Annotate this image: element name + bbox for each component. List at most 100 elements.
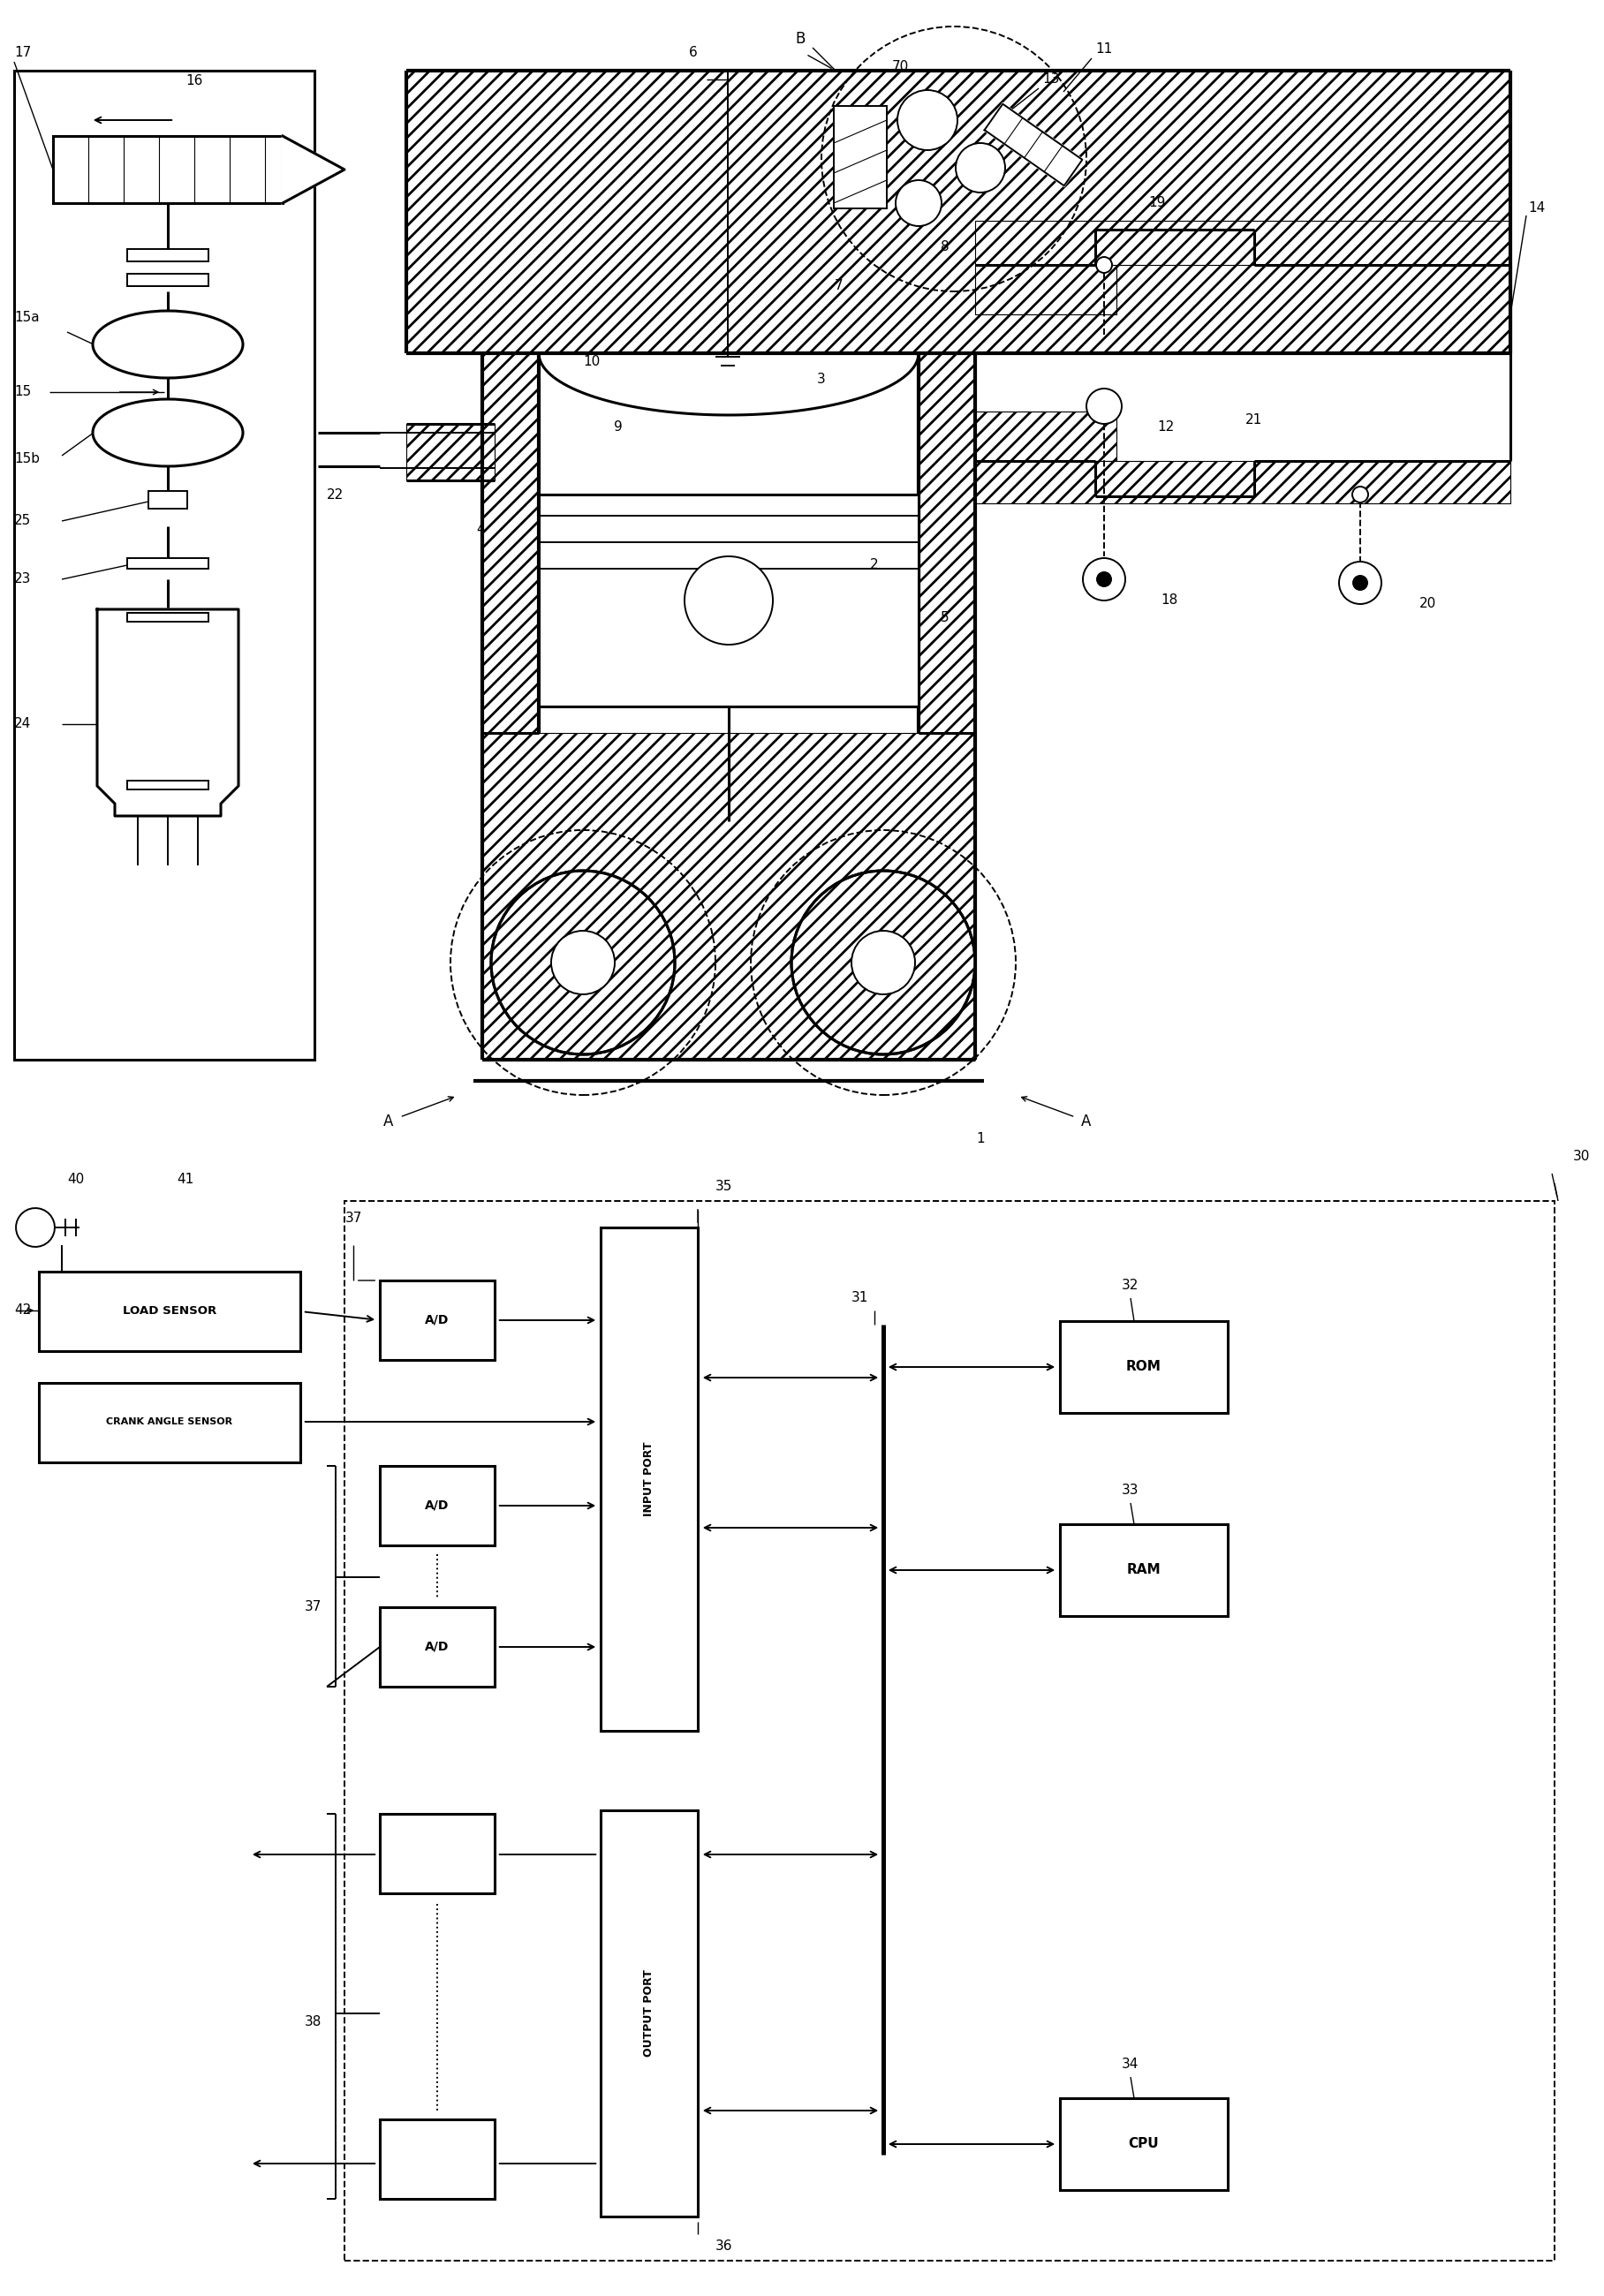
Bar — [600, 1809, 698, 2216]
Bar — [975, 220, 1511, 264]
Text: 12: 12 — [1158, 420, 1174, 434]
Circle shape — [1352, 487, 1368, 503]
Circle shape — [791, 870, 975, 1054]
Text: 15: 15 — [14, 386, 30, 400]
Text: 1: 1 — [977, 1132, 985, 1146]
Text: 42: 42 — [14, 1304, 30, 1318]
Text: ROM: ROM — [1126, 1359, 1161, 1373]
Text: 25: 25 — [14, 514, 30, 528]
Text: 13: 13 — [1043, 73, 1059, 85]
Text: 15b: 15b — [14, 452, 40, 466]
Bar — [483, 354, 539, 732]
Text: 6: 6 — [690, 46, 698, 60]
Text: 19: 19 — [1148, 197, 1166, 209]
Text: 40: 40 — [67, 1173, 83, 1187]
Bar — [149, 491, 188, 510]
Polygon shape — [985, 103, 1083, 186]
Text: 9: 9 — [614, 420, 622, 434]
Circle shape — [1097, 572, 1112, 585]
Bar — [38, 1382, 300, 1463]
Text: LOAD SENSOR: LOAD SENSOR — [122, 1304, 217, 1316]
Text: 41: 41 — [176, 1173, 194, 1187]
Circle shape — [1354, 576, 1367, 590]
Ellipse shape — [93, 310, 242, 379]
Bar — [127, 558, 209, 569]
Text: 30: 30 — [1574, 1150, 1590, 1164]
Bar — [539, 494, 919, 707]
Ellipse shape — [93, 400, 242, 466]
Text: 21: 21 — [1245, 413, 1262, 427]
Text: 33: 33 — [1121, 1483, 1139, 1497]
Text: A/D: A/D — [425, 1642, 449, 1653]
Circle shape — [552, 930, 614, 994]
Bar — [127, 273, 209, 287]
Text: 4: 4 — [476, 523, 484, 537]
Text: 24: 24 — [14, 716, 30, 730]
Text: 20: 20 — [1420, 597, 1436, 611]
Text: A: A — [383, 1114, 393, 1130]
Bar — [1060, 1320, 1227, 1412]
Text: 32: 32 — [1121, 1279, 1139, 1293]
Bar — [380, 1465, 494, 1545]
Bar — [975, 411, 1116, 461]
Text: RAM: RAM — [1126, 1564, 1161, 1577]
Text: CRANK ANGLE SENSOR: CRANK ANGLE SENSOR — [106, 1417, 233, 1426]
Text: 70: 70 — [892, 60, 909, 73]
Text: 17: 17 — [14, 46, 30, 60]
Text: A: A — [1081, 1114, 1091, 1130]
Bar — [380, 1281, 494, 1359]
Circle shape — [491, 870, 675, 1054]
Text: 35: 35 — [715, 1180, 733, 1194]
Circle shape — [895, 179, 942, 225]
Bar — [380, 1814, 494, 1894]
Text: A/D: A/D — [425, 1313, 449, 1327]
Bar — [14, 71, 314, 1061]
Text: 5: 5 — [942, 611, 950, 625]
Text: OUTPUT PORT: OUTPUT PORT — [643, 1970, 654, 2057]
Bar — [380, 2119, 494, 2200]
Polygon shape — [98, 608, 239, 815]
Text: 23: 23 — [14, 572, 30, 585]
Bar — [406, 71, 1511, 354]
Bar — [1060, 1525, 1227, 1616]
Text: 14: 14 — [1529, 202, 1545, 216]
Text: 34: 34 — [1121, 2057, 1139, 2071]
Bar — [975, 461, 1511, 503]
Circle shape — [685, 556, 773, 645]
Bar — [127, 248, 209, 262]
Bar — [127, 613, 209, 622]
Bar — [975, 264, 1116, 315]
Text: 18: 18 — [1161, 595, 1177, 606]
Bar — [483, 732, 975, 1061]
Text: 31: 31 — [852, 1290, 869, 1304]
Text: A/D: A/D — [425, 1499, 449, 1511]
Bar — [919, 354, 975, 732]
Bar — [53, 135, 282, 202]
Circle shape — [1096, 257, 1112, 273]
Circle shape — [956, 142, 1006, 193]
Text: INPUT PORT: INPUT PORT — [643, 1442, 654, 1515]
Text: 8: 8 — [942, 241, 950, 255]
Bar — [380, 1607, 494, 1688]
Text: 10: 10 — [584, 356, 600, 370]
Circle shape — [852, 930, 914, 994]
Bar — [834, 106, 887, 209]
Circle shape — [1339, 563, 1381, 604]
Text: 7: 7 — [834, 280, 844, 292]
Bar — [406, 425, 494, 480]
Circle shape — [1083, 558, 1126, 602]
Bar — [600, 1228, 698, 1731]
Bar — [1060, 2099, 1227, 2190]
Text: 38: 38 — [305, 2016, 321, 2030]
Circle shape — [897, 90, 958, 149]
Text: 22: 22 — [327, 489, 343, 501]
Text: 2: 2 — [871, 558, 879, 572]
Text: 36: 36 — [715, 2241, 733, 2252]
Polygon shape — [282, 135, 345, 202]
Text: 37: 37 — [305, 1600, 321, 1614]
Text: 3: 3 — [816, 372, 826, 386]
Text: 16: 16 — [186, 73, 202, 87]
Bar — [127, 781, 209, 790]
Text: 15a: 15a — [14, 312, 40, 324]
Text: 11: 11 — [1096, 44, 1112, 55]
